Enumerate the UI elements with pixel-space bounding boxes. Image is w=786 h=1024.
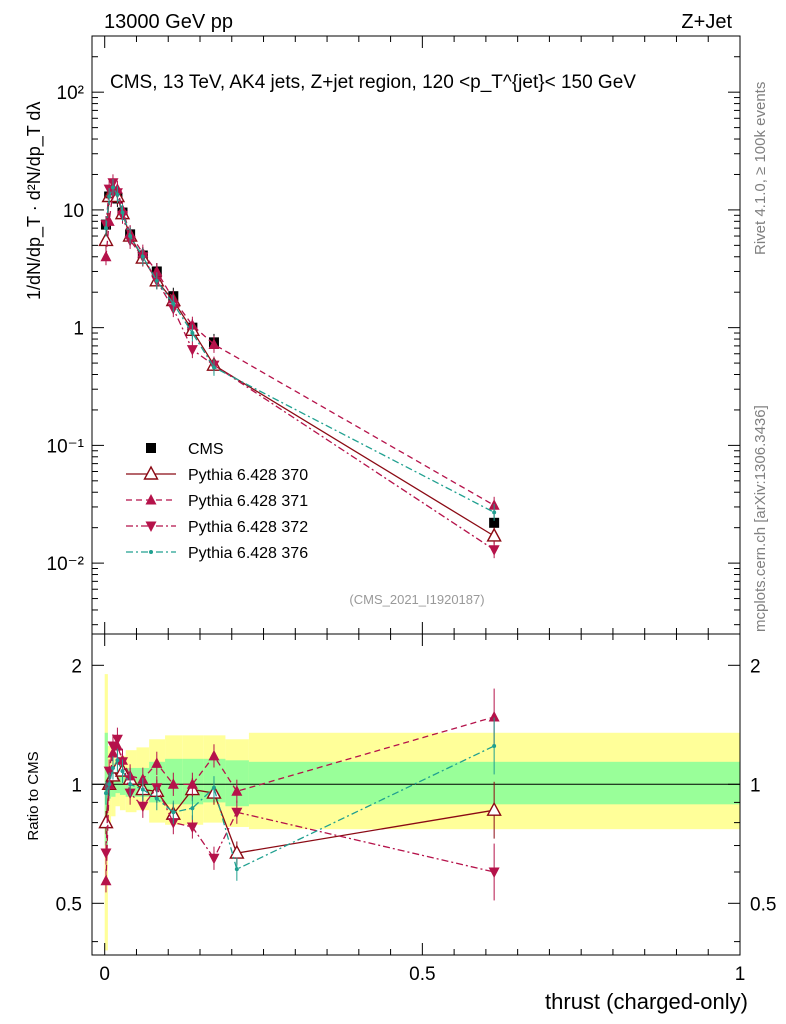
legend: CMS Pythia 6.428 370 Pythia 6.428 371 Pythi… (126, 441, 308, 562)
main-data-point (186, 319, 198, 330)
ratio-data-point (107, 782, 112, 787)
ratio-data-point (107, 741, 119, 752)
main-data-point (98, 232, 114, 247)
header-left: 13000 GeV pp (104, 11, 233, 33)
ratio-ytick-label-left: 0.5 (56, 894, 82, 915)
x-axis-label: thrust (charged-only) (545, 989, 748, 1014)
ratio-band-green (115, 774, 120, 794)
main-data-point (120, 210, 125, 215)
ratio-data-point (115, 758, 120, 763)
legend-label: Pythia 6.428 370 (188, 467, 308, 484)
ratio-series-3 (103, 717, 497, 881)
main-data-point (115, 192, 120, 197)
legend-label: CMS (188, 441, 224, 458)
legend-marker (145, 494, 157, 505)
main-series-4 (103, 179, 497, 521)
xtick-label: 0.5 (409, 964, 435, 985)
main-ytick-label: 10² (57, 83, 84, 104)
main-data-point (110, 185, 115, 190)
main-data-point (211, 365, 216, 370)
ratio-data-point (128, 782, 133, 787)
ratio-ytick-label-left: 2 (71, 656, 82, 677)
main-data-point (486, 527, 502, 542)
main-ylabel: 1/dN/dp_T · d²N/dp_T dλ (24, 102, 45, 300)
main-data-point (186, 345, 198, 356)
ratio-data-point (100, 848, 112, 860)
ratio-plot-panel: 0.5 0.5 1 1 2 2 Ratio to CMS 0 0.5 1 thrust (charg… (25, 633, 776, 1014)
legend-marker (149, 550, 153, 554)
header-right: Z+Jet (681, 11, 732, 33)
ratio-data-point (100, 874, 112, 886)
ratio-data-point (186, 822, 198, 833)
ratio-ytick-label-left: 1 (71, 775, 82, 796)
ratio-data-point (103, 791, 108, 796)
main-data-point (190, 331, 195, 336)
main-ytick-label: 10 (63, 201, 84, 222)
ratio-data-point (208, 749, 220, 761)
main-data-point (107, 194, 112, 199)
ratio-ylabel: Ratio to CMS (25, 751, 42, 840)
main-data-point (154, 278, 159, 283)
main-ytick-label: 10⁻² (47, 554, 85, 575)
main-watermark: (CMS_2021_I1920187) (349, 592, 484, 607)
ratio-data-point (234, 867, 239, 872)
ratio-data-point (110, 765, 115, 770)
main-title: CMS, 13 TeV, AK4 jets, Z+jet region, 120… (110, 72, 636, 93)
ratio-data-point (190, 806, 195, 811)
ratio-data-point (171, 810, 176, 815)
main-data-point (489, 517, 500, 528)
ratio-data-point (492, 743, 497, 748)
ratio-ytick-label-right: 2 (750, 656, 761, 677)
ratio-ytick-label-right: 1 (750, 775, 761, 796)
ratio-data-point (167, 778, 179, 789)
ratio-data-point (137, 801, 149, 813)
main-data-point (103, 226, 108, 231)
legend-label: Pythia 6.428 376 (188, 545, 308, 562)
main-data-point (208, 338, 220, 349)
ratio-data-point (120, 769, 125, 774)
legend-label: Pythia 6.428 372 (188, 519, 308, 536)
rivet-version-label: Rivet 4.1.0, ≥ 100k events (752, 81, 769, 255)
ratio-ytick-label-right: 0.5 (750, 894, 776, 915)
ratio-data-point (208, 853, 220, 865)
ratio-data-point (98, 814, 114, 829)
ratio-data-point (140, 787, 145, 792)
xtick-label: 1 (735, 964, 746, 985)
main-data-point (171, 301, 176, 306)
main-ytick-label: 10⁻¹ (47, 436, 85, 457)
main-plot-panel: 10⁻² 10⁻¹ 1 10 10² CMS, 13 TeV, AK4 jets, Z+j… (24, 35, 741, 635)
ratio-data-point (151, 757, 163, 768)
ratio-data-point (111, 734, 123, 746)
legend-marker (146, 443, 156, 453)
main-data-point (151, 265, 163, 276)
main-data-point (128, 234, 133, 239)
ratio-data-point (231, 785, 243, 796)
ratio-data-point (211, 785, 216, 790)
main-data-point (488, 545, 500, 556)
xtick-label: 0 (99, 964, 110, 985)
ratio-data-point (231, 807, 243, 819)
main-data-point (100, 250, 112, 262)
ratio-data-point (186, 778, 198, 789)
main-data-point (492, 510, 497, 515)
ratio-data-point (488, 710, 500, 722)
legend-marker (143, 465, 159, 480)
legend-label: Pythia 6.428 371 (188, 493, 308, 510)
ratio-plot-frame (91, 633, 741, 956)
legend-marker (145, 521, 157, 532)
ratio-data-point (488, 867, 500, 879)
ratio-data-point (486, 801, 502, 816)
main-ytick-label: 1 (73, 319, 84, 340)
mcplots-label: mcplots.cern.ch [arXiv:1306.3436] (752, 405, 769, 632)
main-data-point (140, 254, 145, 259)
main-series-line (105, 186, 495, 513)
ratio-data-point (154, 796, 159, 801)
